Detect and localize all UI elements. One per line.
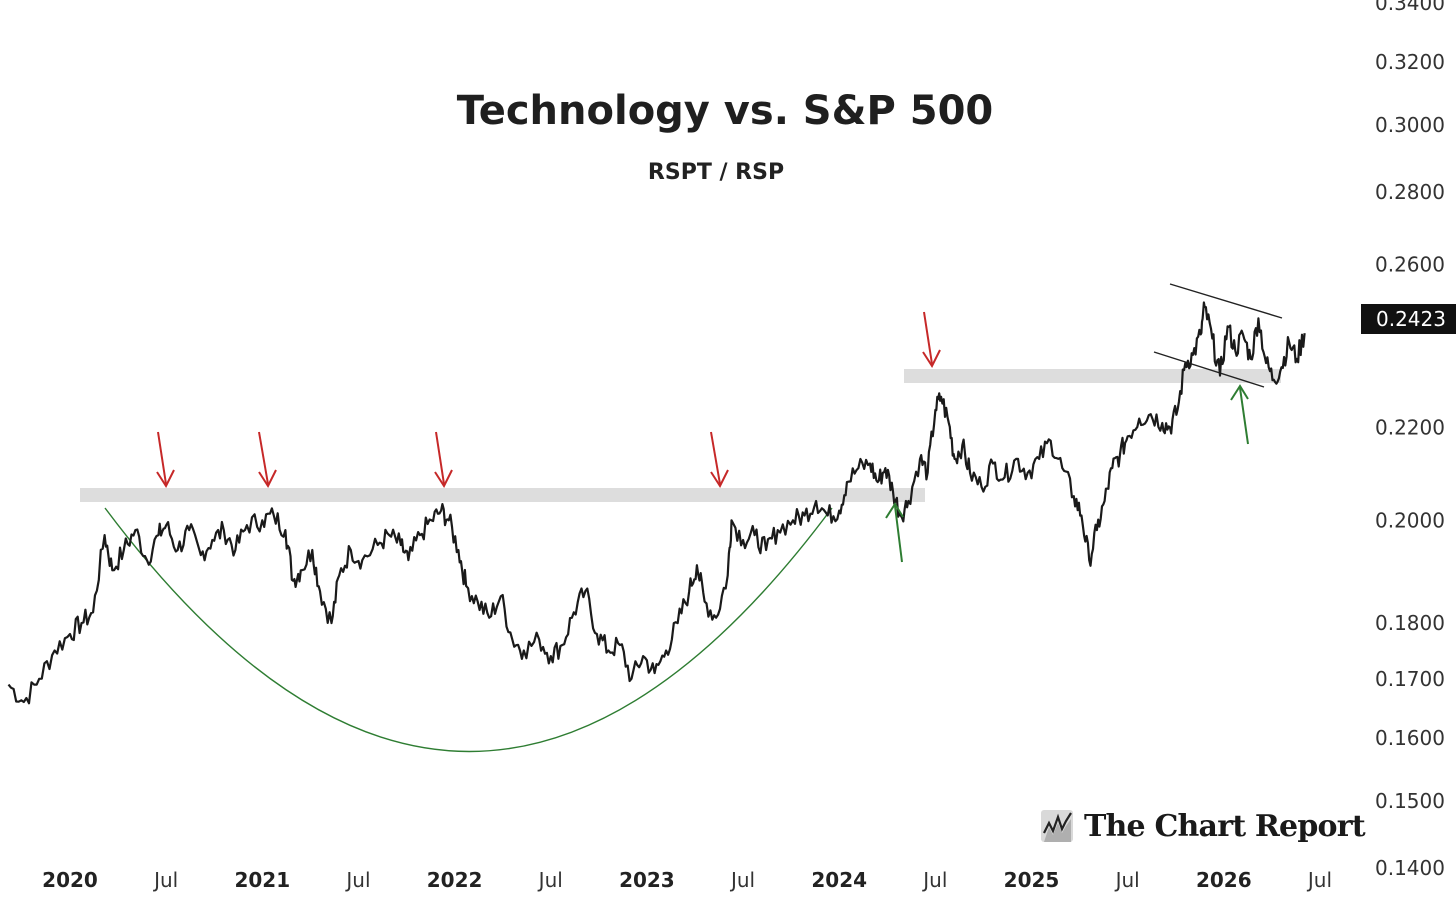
x-tick-year: 2020 bbox=[42, 868, 98, 892]
y-tick-label: 0.2000 bbox=[1375, 508, 1445, 532]
y-tick-label: 0.1800 bbox=[1375, 611, 1445, 635]
cup-curve bbox=[104, 507, 833, 752]
resistance-band bbox=[80, 488, 925, 502]
resistance-arrow-5 bbox=[922, 311, 941, 369]
x-tick-year: 2026 bbox=[1196, 868, 1252, 892]
x-tick-month: Jul bbox=[1114, 868, 1140, 892]
support-band bbox=[904, 369, 1281, 383]
x-tick-month: Jul bbox=[537, 868, 563, 892]
y-tick-label: 0.2800 bbox=[1375, 180, 1445, 204]
y-tick-label: 0.3400 bbox=[1375, 0, 1445, 15]
resistance-arrow-1 bbox=[156, 431, 175, 489]
x-tick-month: Jul bbox=[1306, 868, 1332, 892]
y-tick-label: 0.1500 bbox=[1375, 789, 1445, 813]
y-tick-label: 0.1600 bbox=[1375, 726, 1445, 750]
last-value-badge bbox=[1361, 304, 1456, 334]
x-tick-year: 2025 bbox=[1004, 868, 1060, 892]
x-tick-month: Jul bbox=[152, 868, 178, 892]
channel-lower-line bbox=[1153, 351, 1265, 388]
chart-report-logo-icon bbox=[1041, 810, 1073, 842]
brand-watermark: The Chart Report bbox=[1040, 804, 1366, 848]
x-tick-month: Jul bbox=[344, 868, 370, 892]
x-tick-year: 2024 bbox=[811, 868, 867, 892]
y-tick-label: 0.2600 bbox=[1375, 252, 1445, 276]
last-value-label: 0.2423 bbox=[1376, 307, 1446, 331]
x-tick-year: 2022 bbox=[427, 868, 483, 892]
brand-name: The Chart Report bbox=[1084, 808, 1366, 844]
x-tick-year: 2021 bbox=[234, 868, 290, 892]
x-tick-month: Jul bbox=[921, 868, 947, 892]
y-tick-label: 0.2200 bbox=[1375, 415, 1445, 439]
resistance-arrow-2 bbox=[258, 431, 277, 489]
resistance-arrow-3 bbox=[434, 431, 453, 489]
support-arrow-1 bbox=[885, 502, 904, 563]
support-arrow-2 bbox=[1230, 384, 1249, 445]
y-tick-label: 0.3200 bbox=[1375, 50, 1445, 74]
y-tick-label: 0.3000 bbox=[1375, 113, 1445, 137]
x-tick-month: Jul bbox=[729, 868, 755, 892]
chart-title: Technology vs. S&P 500 bbox=[456, 88, 994, 134]
price-line bbox=[7, 301, 1306, 705]
chart-subtitle: RSPT / RSP bbox=[647, 160, 785, 185]
y-tick-label: 0.1700 bbox=[1375, 667, 1445, 691]
y-tick-label: 0.1400 bbox=[1375, 856, 1445, 880]
channel-upper-line bbox=[1169, 283, 1283, 319]
x-tick-year: 2023 bbox=[619, 868, 675, 892]
resistance-arrow-4 bbox=[710, 431, 729, 489]
